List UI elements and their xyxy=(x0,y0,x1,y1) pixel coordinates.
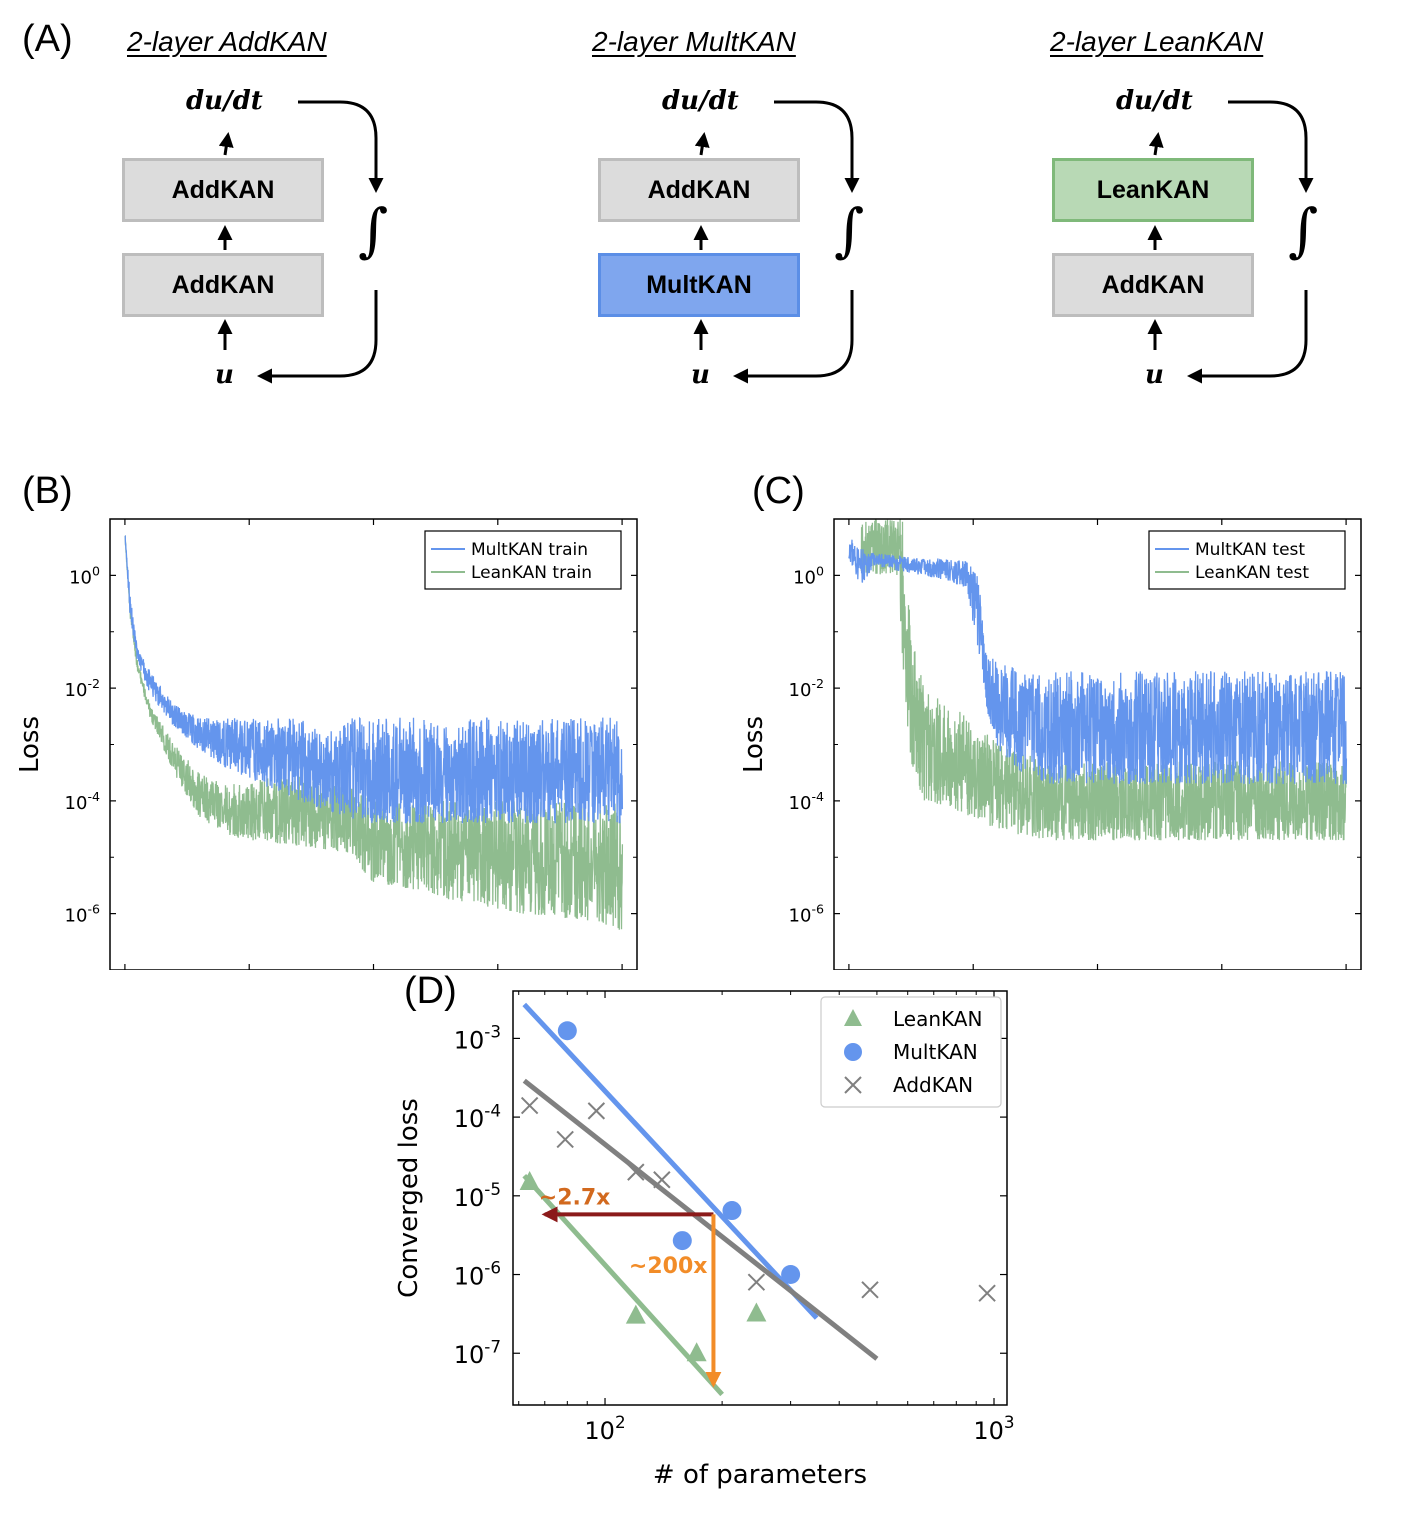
addkan-layer-box: AddKAN xyxy=(1052,253,1254,317)
chart-d-canvas: ~2.7x ~200x 102 103 10-3 10-4 10-5 10-6 10-7 # of… xyxy=(394,990,1015,1490)
addkan-layer-box: AddKAN xyxy=(598,158,800,222)
point-addkan xyxy=(627,1163,645,1181)
x-tick-label: 102 xyxy=(584,1412,625,1445)
legend-label: LeanKAN test xyxy=(1195,563,1309,583)
legend-label: AddKAN xyxy=(893,1073,973,1097)
point-leankan xyxy=(686,1342,707,1362)
integral-symbol: ∫ xyxy=(1288,196,1319,264)
chart-bc-canvas: 05.00×1041.00×1051.50×1052.00×10510010-2… xyxy=(15,518,1362,970)
legend-marker xyxy=(844,1043,862,1061)
plot-area xyxy=(848,519,1348,841)
y-tick-label: 100 xyxy=(69,563,100,588)
diagram-3-arrows xyxy=(1147,100,1314,384)
input-label: u xyxy=(691,360,710,390)
series-line-multkan-test xyxy=(848,539,1348,784)
legend-box xyxy=(820,996,1002,1108)
annotation-2-7x: ~2.7x xyxy=(539,1185,611,1210)
y-tick-label: 10-2 xyxy=(789,676,824,701)
point-multkan xyxy=(557,1021,577,1041)
panel-label-d: (D) xyxy=(404,970,457,1012)
fit-line-multkan xyxy=(522,1002,819,1320)
y-axis-label: Converged loss xyxy=(394,1098,424,1298)
panel-label-b: (B) xyxy=(22,470,73,512)
y-tick-label: 10-4 xyxy=(789,789,824,814)
point-leankan xyxy=(625,1304,646,1324)
diagram-2-arrows xyxy=(693,100,860,384)
point-addkan xyxy=(861,1281,879,1299)
panel-a-connectors xyxy=(217,100,1314,384)
y-tick-label: 10-6 xyxy=(65,902,100,927)
point-multkan xyxy=(722,1201,742,1221)
point-addkan xyxy=(587,1102,606,1120)
addkan-layer-box: AddKAN xyxy=(122,253,324,317)
integral-symbol: ∫ xyxy=(358,196,389,264)
legend-label: LeanKAN train xyxy=(471,563,592,583)
panel-label-c: (C) xyxy=(752,470,805,512)
series-line-leankan-train xyxy=(124,535,624,930)
plot-area xyxy=(124,535,624,930)
y-tick-label: 10-4 xyxy=(65,789,100,814)
multkan-layer-box: MultKAN xyxy=(598,253,800,317)
y-tick-label: 10-6 xyxy=(789,902,824,927)
y-axis-label: Loss xyxy=(15,716,45,773)
diagram-1-arrows xyxy=(217,100,384,384)
x-tick-label: 103 xyxy=(973,1412,1014,1445)
leankan-layer-box: LeanKAN xyxy=(1052,158,1254,222)
x-axis-label: # of parameters xyxy=(653,1460,867,1490)
legend-label: MultKAN test xyxy=(1195,540,1305,560)
series-line-multkan-train xyxy=(124,535,624,824)
input-label: u xyxy=(215,360,234,390)
annotation-200x: ~200x xyxy=(629,1254,708,1279)
input-label: u xyxy=(1145,360,1164,390)
diagram-title-multkan: 2-layer MultKAN xyxy=(592,26,796,57)
integral-symbol: ∫ xyxy=(834,196,865,264)
y-tick-label: 100 xyxy=(793,563,824,588)
legend-label: MultKAN train xyxy=(471,540,588,560)
legend-marker xyxy=(844,1009,862,1026)
point-leankan xyxy=(519,1170,540,1190)
addkan-layer-box: AddKAN xyxy=(122,158,324,222)
panel-label-a: (A) xyxy=(22,18,73,60)
point-leankan xyxy=(746,1302,767,1322)
point-addkan xyxy=(653,1171,671,1189)
diagram-title-leankan: 2-layer LeanKAN xyxy=(1050,26,1264,57)
series-line-leankan-test xyxy=(860,519,1348,841)
point-addkan xyxy=(747,1273,766,1291)
y-tick-label: 10-4 xyxy=(454,1100,501,1133)
point-addkan xyxy=(978,1284,996,1302)
y-tick-label: 10-3 xyxy=(454,1022,501,1055)
legend-label: LeanKAN xyxy=(893,1007,982,1031)
y-tick-label: 10-7 xyxy=(454,1336,501,1369)
legend-box xyxy=(1148,530,1346,590)
axes-frame xyxy=(512,990,1008,1406)
legend-label: MultKAN xyxy=(893,1040,978,1064)
point-multkan xyxy=(672,1231,692,1251)
point-multkan xyxy=(781,1265,801,1285)
y-axis-label: Loss xyxy=(739,716,769,773)
output-label: du/dt xyxy=(186,86,263,116)
point-addkan xyxy=(556,1130,574,1149)
diagram-title-addkan: 2-layer AddKAN xyxy=(127,26,327,57)
output-label: du/dt xyxy=(1116,86,1193,116)
y-tick-label: 10-2 xyxy=(65,676,100,701)
legend-box xyxy=(424,530,622,590)
point-addkan xyxy=(520,1096,539,1115)
y-tick-label: 10-5 xyxy=(454,1179,501,1212)
y-tick-label: 10-6 xyxy=(454,1258,501,1291)
fit-line-addkan xyxy=(522,1078,879,1361)
legend-marker xyxy=(844,1076,862,1094)
output-label: du/dt xyxy=(662,86,739,116)
